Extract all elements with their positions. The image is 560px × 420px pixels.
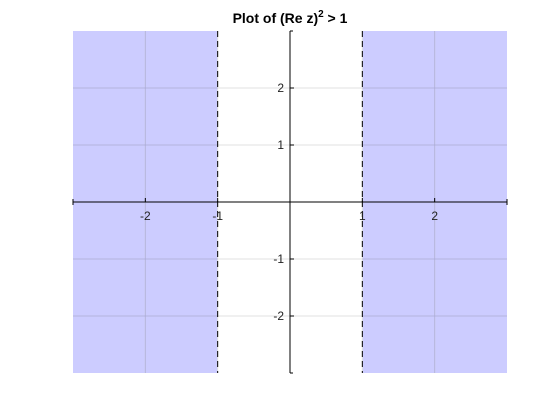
plot-title-prefix: Plot of (Re z) (233, 10, 319, 26)
plot-title-suffix: > 1 (324, 10, 348, 26)
plot-title: Plot of (Re z)2 > 1 (233, 9, 348, 26)
x-tick-label-2: 2 (431, 209, 438, 223)
x-tick-label--2: -2 (140, 209, 151, 223)
y-tick-label--1: -1 (273, 252, 284, 266)
plot-title-exponent: 2 (318, 9, 324, 20)
y-tick-label-1: 1 (277, 138, 284, 152)
x-tick-label--1: -1 (212, 209, 223, 223)
tick-labels: -2 -1 1 2 2 1 -1 -2 (140, 81, 438, 323)
x-tick-label-1: 1 (359, 209, 366, 223)
y-tick-label--2: -2 (273, 309, 284, 323)
axes (72, 30, 508, 374)
y-tick-label-2: 2 (277, 81, 284, 95)
